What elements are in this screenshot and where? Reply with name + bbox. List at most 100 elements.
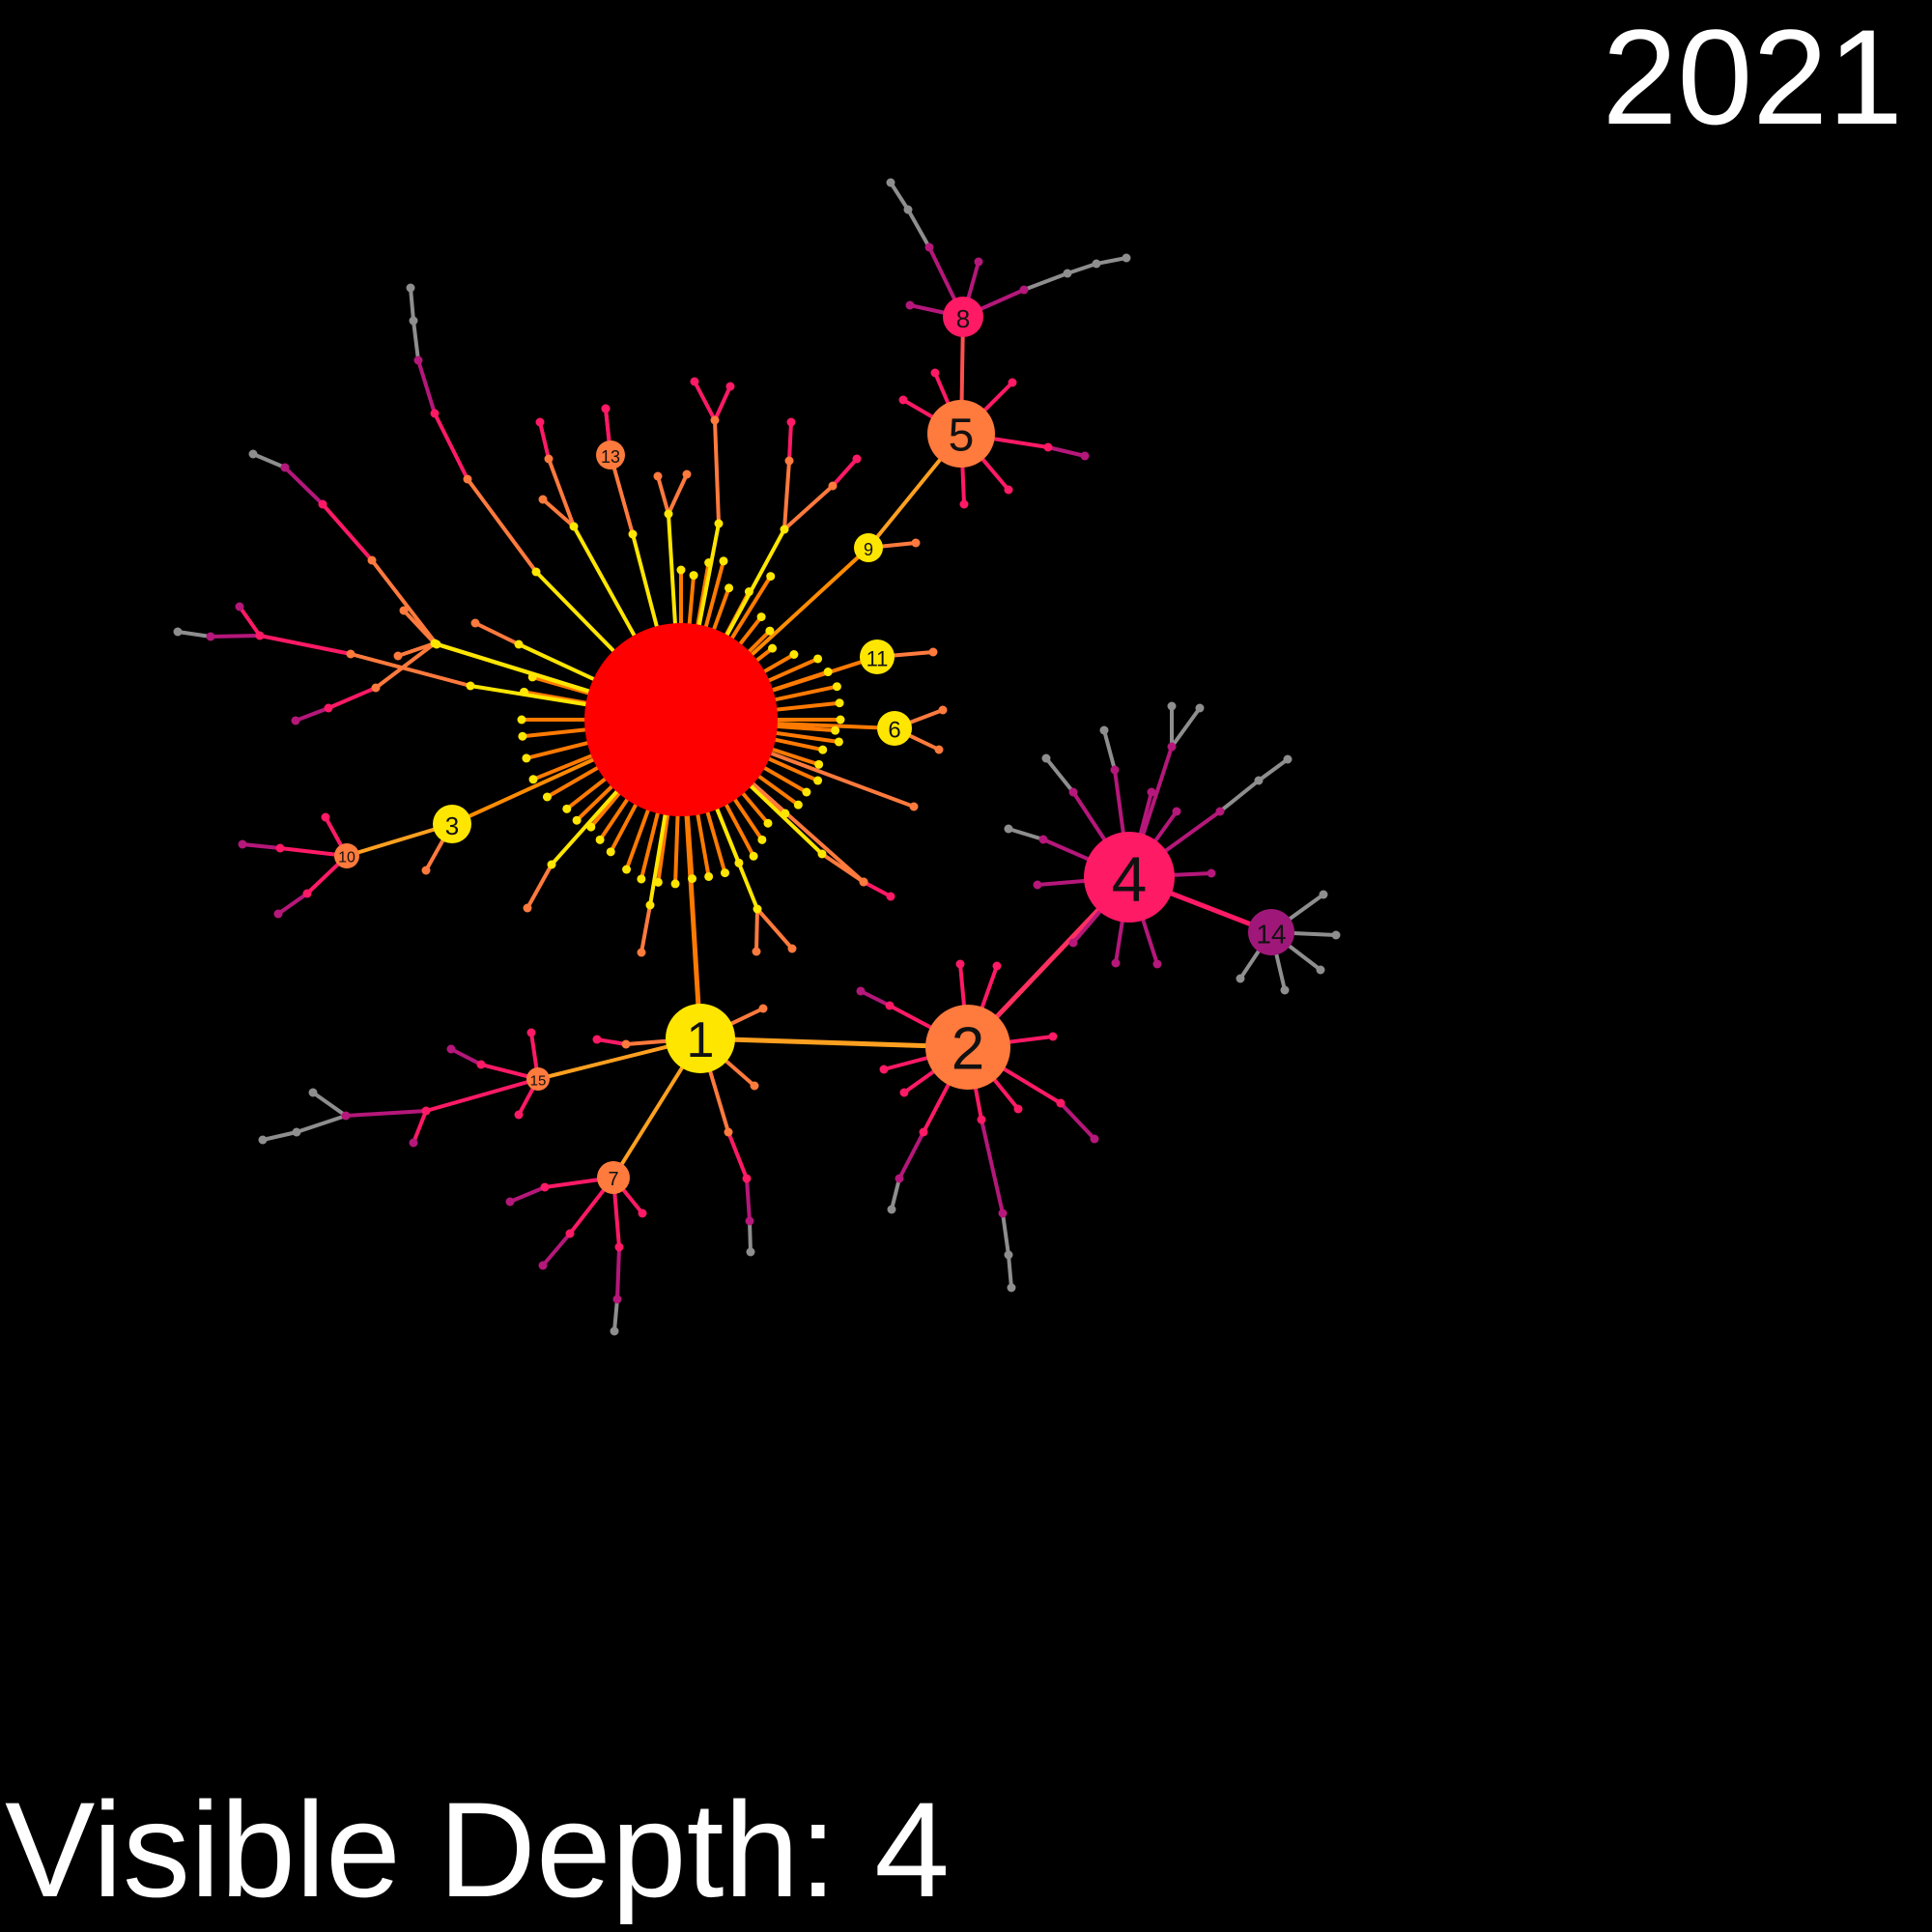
edge-135 (508, 1185, 547, 1204)
leaf-node-73 (538, 495, 548, 504)
edge-165 (1170, 706, 1202, 749)
leaf-node-23 (781, 809, 790, 818)
leaf-node-130 (955, 959, 965, 969)
leaf-node-114 (514, 1110, 524, 1120)
leaf-node-101 (547, 860, 556, 869)
node-label: 2 (952, 1016, 984, 1083)
leaf-node-33 (637, 874, 646, 884)
node-10: 10 (334, 843, 359, 868)
edge-131 (412, 1109, 428, 1145)
leaf-node-96 (753, 904, 762, 914)
node-label: 9 (864, 540, 873, 559)
leaf-node-11 (813, 654, 823, 664)
leaf-node-152 (1195, 703, 1205, 713)
root-node (584, 623, 778, 816)
leaf-node-135 (899, 1088, 909, 1097)
edge-121 (748, 1219, 753, 1254)
edge-140 (612, 1297, 619, 1333)
node-label: 1 (687, 1012, 715, 1068)
leaf-node-188 (938, 705, 948, 715)
edge-67 (294, 706, 330, 723)
leaf-node-51 (409, 316, 418, 326)
node-8: 8 (943, 297, 983, 337)
edge-123 (595, 1037, 628, 1046)
leaf-node-126 (612, 1294, 622, 1304)
leaf-node-28 (720, 868, 729, 878)
leaf-node-31 (670, 879, 680, 889)
leaf-node-181 (974, 257, 983, 267)
node-circle (334, 843, 359, 868)
leaf-node-54 (367, 555, 377, 565)
nodes-layer: 1 2 3 4 5 6 7 8 9 10 11 13 14 15 (173, 178, 1341, 1336)
leaf-node-85 (784, 456, 794, 466)
leaf-node-94 (817, 849, 827, 859)
leaf-node-21 (802, 787, 811, 797)
leaf-node-98 (787, 944, 797, 953)
edge-129 (344, 1109, 428, 1118)
node-3: 3 (433, 805, 471, 843)
node-circle (666, 1004, 735, 1073)
edge-55 (321, 502, 374, 562)
leaf-node-22 (793, 800, 803, 810)
edge-68 (396, 641, 437, 658)
leaf-node-113 (526, 1028, 536, 1037)
edge-73 (541, 497, 576, 528)
leaf-node-46 (527, 672, 537, 682)
leaf-node-129 (1048, 1032, 1058, 1041)
edge-151 (890, 1177, 901, 1211)
leaf-node-40 (542, 792, 552, 802)
leaf-node-100 (637, 948, 646, 957)
leaf-node-80 (714, 519, 724, 528)
leaf-node-82 (690, 377, 699, 386)
leaf-node-67 (291, 716, 300, 725)
leaf-node-139 (977, 1115, 986, 1124)
edge-49 (433, 412, 469, 481)
edge-71 (547, 457, 576, 528)
edge-51 (412, 319, 420, 362)
leaf-node-91 (909, 802, 919, 811)
leaf-node-174 (1080, 451, 1090, 461)
leaf-node-87 (852, 454, 862, 464)
leaf-node-57 (248, 449, 258, 459)
edge-196 (1022, 271, 1069, 292)
leaf-node-182 (1019, 285, 1029, 295)
edge-63 (238, 605, 262, 638)
edge-139 (615, 1245, 621, 1301)
edge-87 (782, 484, 835, 531)
leaf-node-86 (786, 417, 796, 427)
leaf-node-12 (823, 668, 833, 677)
leaf-node-55 (318, 499, 327, 509)
leaf-node-118 (409, 1138, 418, 1148)
edge-52 (409, 286, 415, 323)
edge-137 (541, 1232, 572, 1267)
leaf-node-149 (1099, 725, 1109, 735)
leaf-node-109 (621, 1039, 631, 1049)
leaf-node-5 (744, 587, 753, 597)
leaf-node-172 (1008, 378, 1017, 387)
leaf-node-19 (814, 759, 824, 769)
leaf-node-145 (1090, 1134, 1099, 1144)
node-circle (854, 533, 883, 562)
leaf-node-72 (535, 417, 545, 427)
edge-154 (1001, 1211, 1010, 1257)
leaf-node-150 (1167, 742, 1177, 752)
leaf-node-4 (724, 583, 734, 593)
edge-187 (1046, 445, 1087, 458)
leaf-node-26 (749, 851, 758, 861)
node-2: 2 (925, 1005, 1010, 1090)
node-circle (860, 639, 895, 674)
edge-104 (697, 1036, 971, 1050)
leaf-node-56 (280, 463, 290, 472)
leaf-node-165 (1319, 890, 1328, 899)
leaf-node-175 (1004, 485, 1013, 495)
leaf-node-117 (308, 1088, 318, 1097)
node-label: 13 (601, 447, 620, 467)
leaf-node-74 (628, 529, 638, 539)
edge-69 (402, 609, 437, 645)
edge-62 (176, 630, 213, 639)
leaf-node-159 (1068, 938, 1078, 948)
edge-56 (283, 466, 325, 506)
leaf-node-162 (1207, 868, 1216, 878)
leaf-node-178 (903, 205, 913, 214)
